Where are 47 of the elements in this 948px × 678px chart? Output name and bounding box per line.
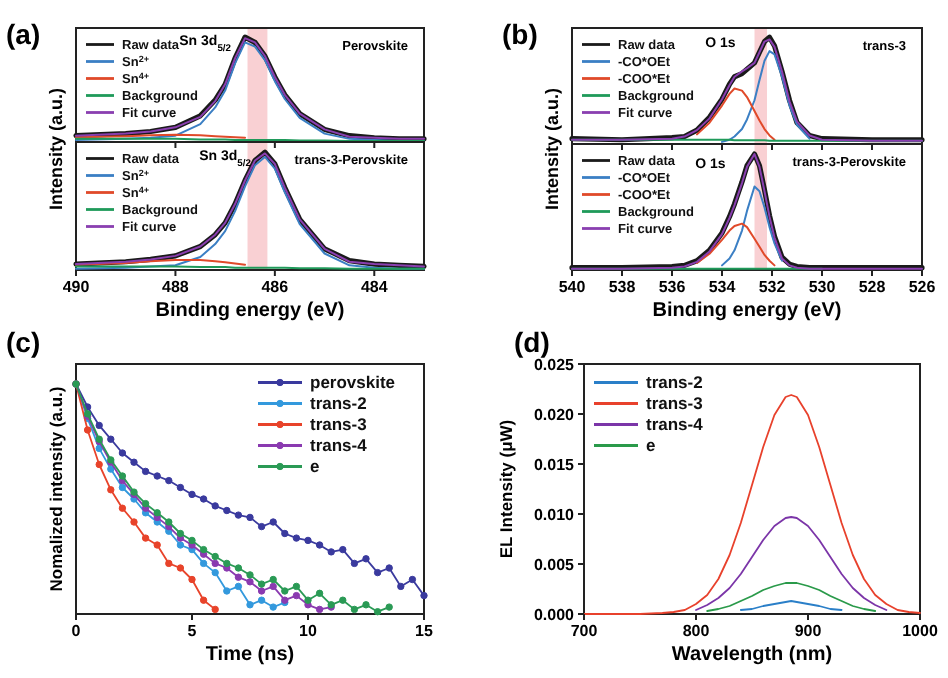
legend-label: e [310,456,320,477]
x-tick-label: 486 [261,278,290,296]
legend-label: trans-3 [310,414,368,435]
x-tick-label: 540 [558,278,587,296]
legend-label: trans-4 [646,414,704,435]
chart-title: (c) [6,326,41,358]
y-axis-title: EL Intensity (μW) [496,419,516,559]
x-axis-title: Wavelength (nm) [671,644,833,666]
x-tick-label: 488 [162,278,190,296]
x-tick-label: 5 [187,622,198,640]
x-tick-label: 538 [608,278,637,296]
y-tick-label: 0.020 [533,406,576,424]
x-tick-label: 532 [758,278,787,296]
legend-label: trans-4 [310,435,368,456]
x-tick-label: 800 [682,622,711,640]
x-tick-label: 526 [908,278,937,296]
x-tick-label: 490 [62,278,91,296]
x-tick-label: 1000 [902,622,939,640]
y-axis-title: Intensity (a.u.) [46,87,66,211]
x-tick-label: 536 [658,278,687,296]
chart-title: (b) [502,18,538,50]
x-tick-label: 900 [794,622,823,640]
y-tick-label: 0.025 [533,356,576,374]
y-tick-label: 0.005 [533,556,576,574]
x-axis-title: Binding energy (eV) [155,300,345,322]
legend-label: perovskite [310,372,396,393]
y-tick-label: 0.015 [533,456,576,474]
x-axis-title: Time (ns) [205,644,295,666]
x-axis-title: Binding energy (eV) [652,300,842,322]
x-tick-label: 15 [415,622,434,640]
y-axis-title: Nomalized intensity (a.u.) [46,386,66,592]
legend-label: trans-3 [646,393,704,414]
x-tick-label: 528 [858,278,887,296]
x-tick-label: 534 [708,278,737,296]
chart-title: (d) [514,326,550,358]
x-tick-label: 530 [808,278,837,296]
y-tick-label: 0.000 [533,606,576,624]
legend-label: trans-2 [310,393,368,414]
y-axis-title: Intensity (a.u.) [542,87,562,211]
chart-title: (a) [6,18,41,50]
x-tick-label: 0 [71,622,82,640]
y-tick-label: 0.010 [533,506,576,524]
legend-label: e [646,435,656,456]
x-tick-label: 700 [570,622,599,640]
x-tick-label: 10 [299,622,318,640]
legend-label: trans-2 [646,372,704,393]
x-tick-label: 484 [360,278,389,296]
